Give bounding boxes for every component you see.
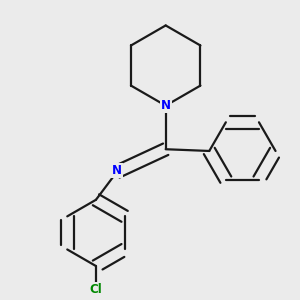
Text: N: N bbox=[161, 99, 171, 112]
Text: Cl: Cl bbox=[90, 283, 102, 296]
Text: N: N bbox=[112, 164, 122, 177]
